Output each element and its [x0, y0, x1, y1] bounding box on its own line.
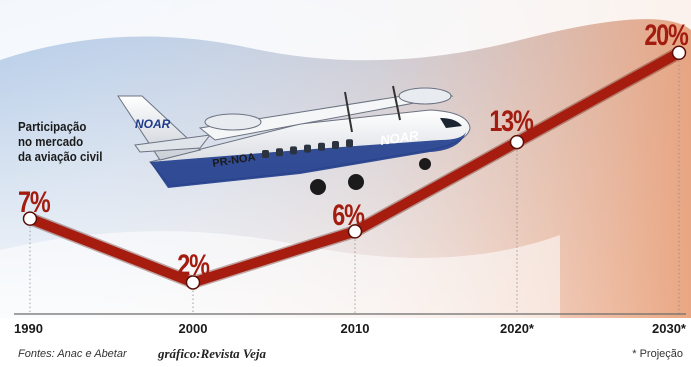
data-point — [671, 45, 687, 61]
y-axis-label-line: no mercado — [18, 135, 84, 149]
engine-right — [398, 87, 452, 105]
x-tick-label: 1990 — [14, 321, 43, 336]
x-tick-label: 2030* — [652, 321, 687, 336]
source-note: Fontes: Anac e Abetar — [18, 348, 127, 360]
cabin-window — [262, 150, 269, 158]
cockpit-window — [440, 118, 462, 128]
propeller-blade — [392, 85, 401, 121]
cabin-window — [290, 146, 297, 155]
aircraft-logo: NOAR — [135, 117, 171, 131]
fuselage-stripe — [150, 132, 466, 188]
data-label: 13% — [489, 104, 534, 137]
y-axis-label-line: da aviação civil — [18, 150, 103, 164]
data-label: 2% — [177, 248, 210, 281]
x-tick-label: 2010 — [341, 321, 370, 336]
cabin-window — [346, 139, 353, 148]
propeller-blade — [344, 91, 353, 133]
cabin-window — [304, 144, 311, 153]
aircraft-logo: NOAR — [379, 128, 420, 148]
projection-note: * Projeção — [632, 348, 683, 360]
landing-wheel — [348, 174, 364, 190]
data-point — [185, 275, 201, 290]
landing-wheel — [419, 158, 431, 170]
data-label: 7% — [18, 185, 51, 218]
cloud-band — [0, 0, 691, 61]
x-tick-label: 2020* — [500, 321, 535, 336]
cabin-window — [318, 142, 325, 151]
engine-left — [204, 113, 262, 131]
cabin-window — [276, 148, 283, 157]
cabin-window — [332, 141, 339, 149]
cloud-band — [0, 231, 560, 318]
x-axis: 1990 2000 2010 2020* 2030* — [14, 313, 687, 336]
landing-wheel — [310, 179, 326, 195]
tail-plane — [134, 134, 212, 153]
wing — [198, 89, 454, 141]
y-axis-label-line: Participação — [18, 120, 87, 134]
y-axis-label: Participação no mercado da aviação civil — [18, 120, 119, 165]
data-point — [509, 134, 525, 150]
x-tick-label: 2000 — [179, 321, 208, 336]
data-point — [22, 211, 38, 226]
credit-note: gráfico:Revista Veja — [158, 346, 266, 361]
data-point — [347, 224, 363, 239]
data-label: 6% — [332, 198, 365, 231]
data-label: 20% — [644, 18, 689, 51]
